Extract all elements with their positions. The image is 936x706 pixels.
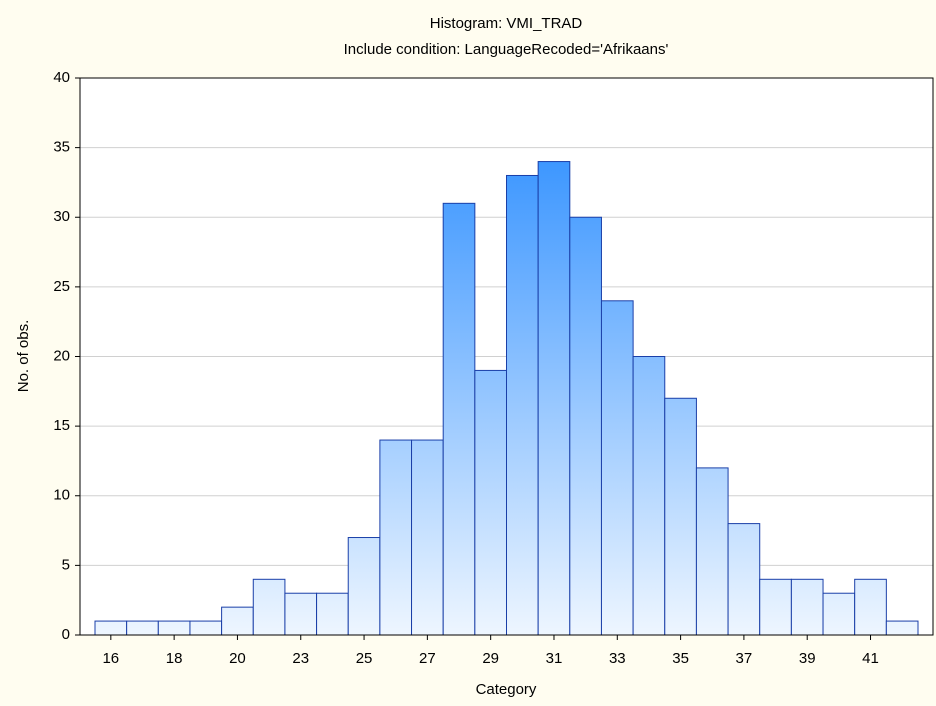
chart-subtitle: Include condition: LanguageRecoded='Afri… <box>344 41 669 58</box>
bar <box>822 592 856 636</box>
bar <box>379 439 413 636</box>
bar <box>252 578 286 636</box>
y-tick-label: 20 <box>53 347 70 364</box>
bar <box>854 578 887 636</box>
bar <box>695 467 729 636</box>
bar <box>790 578 824 636</box>
x-tick-label: 23 <box>292 650 309 667</box>
bar <box>727 523 761 636</box>
bar <box>221 606 254 636</box>
x-tick-label: 39 <box>799 650 816 667</box>
bar <box>664 397 697 636</box>
x-tick-label: 41 <box>862 650 879 667</box>
bar <box>506 174 539 636</box>
bar <box>537 161 571 636</box>
y-tick-label: 30 <box>53 208 70 225</box>
y-tick-label: 40 <box>53 69 70 86</box>
y-tick-label: 35 <box>53 139 70 156</box>
x-tick-label: 31 <box>546 650 563 667</box>
x-tick-label: 35 <box>672 650 689 667</box>
bar <box>600 300 634 636</box>
bar <box>94 620 128 636</box>
x-tick-label: 27 <box>419 650 436 667</box>
y-tick-label: 10 <box>53 487 70 504</box>
bar <box>411 439 444 636</box>
bar <box>347 537 381 636</box>
y-tick-label: 0 <box>62 626 70 643</box>
x-tick-label: 16 <box>102 650 119 667</box>
bar <box>632 356 666 636</box>
x-tick-label: 37 <box>736 650 753 667</box>
x-tick-label: 33 <box>609 650 626 667</box>
bar <box>316 592 349 636</box>
x-axis-label: Category <box>476 681 537 698</box>
bar <box>442 202 476 636</box>
y-tick-label: 5 <box>62 556 70 573</box>
bar <box>569 216 602 636</box>
x-tick-label: 20 <box>229 650 246 667</box>
bar <box>885 620 919 636</box>
chart-title: Histogram: VMI_TRAD <box>430 15 583 32</box>
y-tick-label: 25 <box>53 278 70 295</box>
bar <box>157 620 191 636</box>
plot-frame <box>79 77 934 636</box>
y-tick-label: 15 <box>53 417 70 434</box>
bar <box>189 620 223 636</box>
bar <box>284 592 318 636</box>
y-axis-label: No. of obs. <box>15 320 32 393</box>
x-tick-label: 29 <box>482 650 499 667</box>
x-tick-label: 18 <box>166 650 183 667</box>
bar <box>126 620 159 636</box>
bar <box>759 578 792 636</box>
bar <box>474 369 508 636</box>
x-tick-label: 25 <box>356 650 373 667</box>
